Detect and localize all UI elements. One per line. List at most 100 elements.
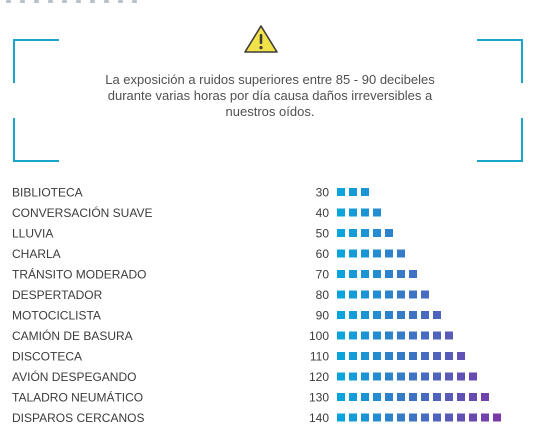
noise-square (385, 413, 393, 422)
noise-square (397, 331, 405, 340)
noise-square (421, 413, 429, 422)
noise-square (421, 372, 429, 381)
noise-square (445, 413, 453, 422)
noise-square (445, 352, 453, 360)
noise-square (409, 331, 417, 340)
noise-square (433, 331, 441, 340)
noise-square (349, 393, 357, 401)
noise-square (361, 188, 369, 196)
row-value: 30 (316, 186, 330, 200)
noise-square (373, 249, 381, 258)
row-label: LLUVIA (12, 227, 53, 241)
noise-square (337, 372, 345, 381)
noise-square (457, 352, 465, 360)
noise-square (421, 331, 429, 340)
frame-corner-bottom-right (477, 118, 523, 162)
noise-square (385, 372, 393, 381)
noise-square (337, 249, 345, 258)
row-value: 90 (316, 309, 330, 323)
noise-square (337, 393, 345, 401)
noise-square (409, 413, 417, 422)
noise-square (409, 352, 417, 360)
row-label: CAMIÓN DE BASURA (12, 328, 133, 343)
noise-square (337, 208, 345, 217)
row-label: AVIÓN DESPEGANDO (12, 369, 136, 384)
noise-square (397, 352, 405, 360)
noise-square (385, 229, 393, 237)
frame-corner-top-left (13, 39, 59, 83)
row-value: 50 (316, 227, 330, 241)
noise-square (409, 311, 417, 319)
noise-square (361, 393, 369, 401)
noise-square (433, 311, 441, 319)
noise-square (385, 393, 393, 401)
top-cropped-fragment (6, 0, 146, 4)
noise-square (433, 393, 441, 401)
noise-square (433, 413, 441, 422)
noise-square (361, 311, 369, 319)
noise-square (421, 311, 429, 319)
warning-text: La exposición a ruidos superiores entre … (105, 72, 435, 119)
noise-square (385, 331, 393, 340)
noise-square (361, 270, 369, 278)
noise-square (397, 290, 405, 299)
noise-square (337, 352, 345, 360)
noise-square (373, 413, 381, 422)
noise-square (493, 413, 501, 422)
noise-square (469, 413, 477, 422)
warning-triangle-icon (244, 25, 278, 53)
noise-square (469, 393, 477, 401)
noise-square (385, 270, 393, 278)
noise-square (397, 311, 405, 319)
noise-square (349, 208, 357, 217)
row-value: 140 (309, 411, 329, 425)
noise-square (361, 352, 369, 360)
noise-square (469, 372, 477, 381)
row-label: TALADRO NEUMÁTICO (12, 390, 143, 405)
row-value: 60 (316, 247, 330, 261)
noise-square (397, 372, 405, 381)
noise-square (373, 352, 381, 360)
row-value: 120 (309, 370, 329, 384)
noise-square (349, 352, 357, 360)
row-value: 110 (310, 350, 329, 364)
noise-square (397, 249, 405, 258)
row-label: MOTOCICLISTA (12, 309, 101, 323)
row-label: CHARLA (12, 247, 61, 261)
row-label: TRÁNSITO MODERADO (12, 267, 146, 282)
noise-square (433, 372, 441, 381)
noise-square (457, 393, 465, 401)
noise-square (349, 413, 357, 422)
noise-square (421, 393, 429, 401)
row-label: DISCOTECA (12, 350, 82, 364)
noise-square (337, 188, 345, 196)
noise-square (361, 290, 369, 299)
noise-square (373, 270, 381, 278)
noise-square (337, 413, 345, 422)
row-value: 80 (316, 288, 330, 302)
noise-square (361, 249, 369, 258)
noise-square (433, 352, 441, 360)
row-value: 40 (316, 206, 330, 220)
noise-square (361, 229, 369, 237)
noise-square (445, 331, 453, 340)
noise-square (349, 270, 357, 278)
noise-square (337, 229, 345, 237)
noise-square (337, 311, 345, 319)
noise-square (361, 208, 369, 217)
noise-square (385, 352, 393, 360)
row-label: DESPERTADOR (12, 288, 103, 302)
noise-square (337, 290, 345, 299)
noise-square (409, 393, 417, 401)
noise-square (409, 372, 417, 381)
noise-square (385, 249, 393, 258)
noise-square (361, 372, 369, 381)
noise-square (397, 270, 405, 278)
noise-level-chart: BIBLIOTECA 30 CONVERSACIÓN SUAVE 40 LLUVIA 50… (12, 186, 501, 425)
noise-square (373, 208, 381, 217)
noise-square (421, 290, 429, 299)
frame-corner-top-right (477, 39, 523, 83)
noise-square (349, 311, 357, 319)
noise-square (349, 188, 357, 196)
noise-square (373, 311, 381, 319)
